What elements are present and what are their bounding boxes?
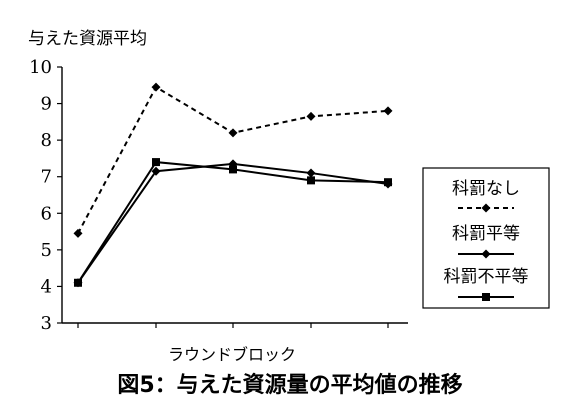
y-tick-label: 8 [41,130,52,151]
y-tick-label: 9 [41,94,52,115]
y-tick-label: 3 [41,313,52,334]
data-point [73,228,83,238]
data-point [228,128,238,138]
figure-caption: 図5：与えた資源量の平均値の推移 [117,372,462,398]
series-3 [74,158,392,287]
y-tick-label: 5 [41,240,52,261]
y-tick-label: 10 [29,57,52,78]
legend-marker [481,249,491,259]
legend-label: 科罰なし [452,179,520,199]
legend-marker [481,203,491,213]
data-point [151,166,161,176]
legend-label: 科罰平等 [452,224,520,244]
data-point [74,278,82,287]
data-point [229,165,237,174]
series-1 [73,82,393,238]
legend-box [422,167,550,309]
series-line [77,161,389,284]
data-point [306,168,316,178]
legend-label: 科罰不平等 [444,267,529,287]
y-tick-label: 6 [41,203,52,224]
data-point [384,178,392,187]
series-layer [73,82,393,288]
y-tick-label: 7 [41,167,52,188]
x-axis-label: ラウンドブロック [168,345,296,364]
y-axis-label: 与えた資源平均 [28,29,147,49]
axes: 3 4 5 6 7 8 9 10 [29,57,408,334]
data-point [307,176,315,185]
legend-marker [482,293,490,301]
data-point [306,111,316,121]
data-point [151,82,161,92]
data-point [152,158,160,167]
y-tick-label: 4 [41,276,52,297]
data-point [383,106,393,116]
series-2 [73,159,393,288]
